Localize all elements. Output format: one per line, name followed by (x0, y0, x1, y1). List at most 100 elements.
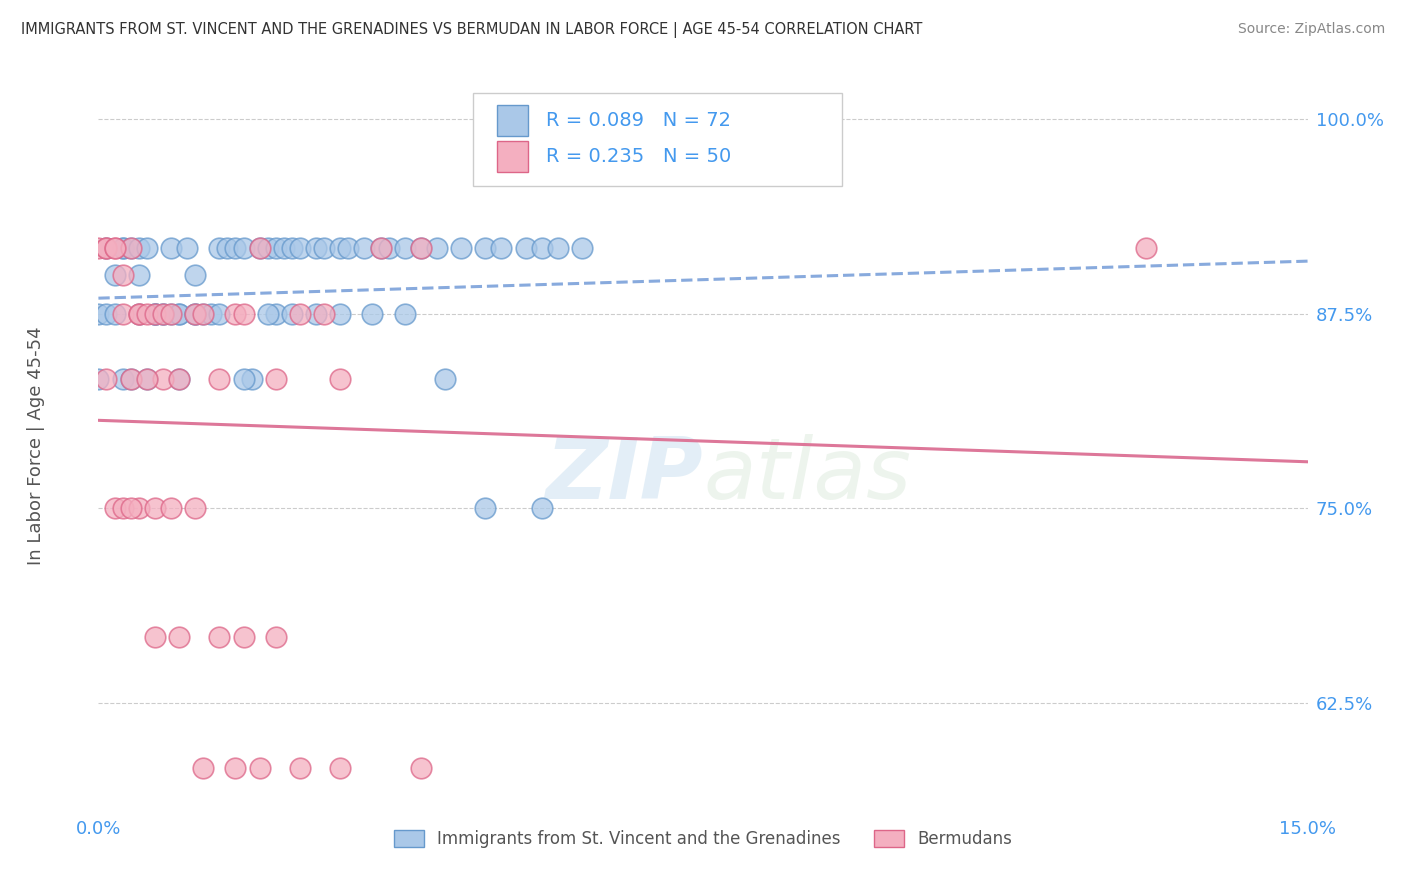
Point (152, 372, 174, 386)
Point (329, 761, 352, 775)
Point (87, 241, 110, 255)
Point (128, 241, 150, 255)
Point (314, 241, 336, 255)
Point (143, 631, 166, 645)
Point (305, 307, 328, 321)
Text: R = 0.235   N = 50: R = 0.235 N = 50 (546, 147, 731, 166)
Point (547, 241, 569, 255)
Text: R = 0.089   N = 72: R = 0.089 N = 72 (546, 111, 731, 130)
Point (167, 307, 190, 321)
Point (160, 501, 183, 516)
Point (96, 241, 118, 255)
Point (143, 307, 166, 321)
Point (240, 372, 263, 386)
Point (256, 241, 278, 255)
Point (120, 241, 142, 255)
Point (288, 307, 311, 321)
Point (329, 372, 352, 386)
Point (167, 631, 190, 645)
Point (135, 372, 157, 386)
Point (176, 241, 198, 255)
Point (377, 241, 399, 255)
Point (87, 372, 110, 386)
Point (224, 307, 246, 321)
Point (264, 307, 287, 321)
Point (515, 241, 537, 255)
Point (143, 307, 166, 321)
Point (200, 307, 222, 321)
Point (353, 241, 375, 255)
Point (491, 241, 513, 255)
Point (167, 372, 190, 386)
Point (370, 241, 392, 255)
Point (128, 307, 150, 321)
Point (530, 241, 553, 255)
Point (314, 307, 336, 321)
Point (224, 761, 246, 775)
Point (96, 307, 118, 321)
Point (217, 241, 239, 255)
Point (370, 241, 392, 255)
Point (474, 501, 496, 516)
Point (305, 241, 328, 255)
Point (288, 241, 311, 255)
Point (128, 307, 150, 321)
Point (434, 372, 457, 386)
Point (361, 307, 384, 321)
Point (152, 307, 174, 321)
Point (184, 268, 207, 282)
Point (394, 307, 416, 321)
Point (167, 307, 190, 321)
Point (160, 241, 183, 255)
Point (256, 307, 278, 321)
Point (193, 307, 215, 321)
Point (450, 241, 472, 255)
Point (474, 241, 496, 255)
Text: ZIP: ZIP (546, 434, 703, 516)
Point (264, 631, 287, 645)
Point (128, 501, 150, 516)
Point (208, 372, 231, 386)
Point (184, 307, 207, 321)
Point (232, 372, 254, 386)
Text: Source: ZipAtlas.com: Source: ZipAtlas.com (1237, 22, 1385, 37)
Point (111, 501, 134, 516)
Point (128, 307, 150, 321)
Point (208, 631, 231, 645)
Point (337, 241, 360, 255)
Point (87, 307, 110, 321)
Point (232, 307, 254, 321)
Point (193, 307, 215, 321)
Point (135, 372, 157, 386)
Point (96, 241, 118, 255)
Point (232, 631, 254, 645)
Point (111, 307, 134, 321)
Y-axis label: In Labor Force | Age 45-54: In Labor Force | Age 45-54 (27, 326, 45, 566)
Point (184, 307, 207, 321)
Point (264, 241, 287, 255)
Text: IMMIGRANTS FROM ST. VINCENT AND THE GRENADINES VS BERMUDAN IN LABOR FORCE | AGE : IMMIGRANTS FROM ST. VINCENT AND THE GREN… (21, 22, 922, 38)
Point (128, 268, 150, 282)
Point (224, 241, 246, 255)
Point (111, 268, 134, 282)
Point (329, 241, 352, 255)
Point (96, 241, 118, 255)
FancyBboxPatch shape (498, 105, 527, 136)
Point (143, 307, 166, 321)
Point (111, 372, 134, 386)
Point (208, 241, 231, 255)
Text: atlas: atlas (703, 434, 911, 516)
Point (120, 241, 142, 255)
Point (111, 241, 134, 255)
Point (152, 307, 174, 321)
Point (1135, 241, 1157, 255)
Point (160, 307, 183, 321)
Point (184, 307, 207, 321)
Point (103, 241, 125, 255)
Point (409, 241, 432, 255)
Point (103, 501, 125, 516)
Point (394, 241, 416, 255)
Point (103, 268, 125, 282)
Point (143, 501, 166, 516)
Point (135, 307, 157, 321)
